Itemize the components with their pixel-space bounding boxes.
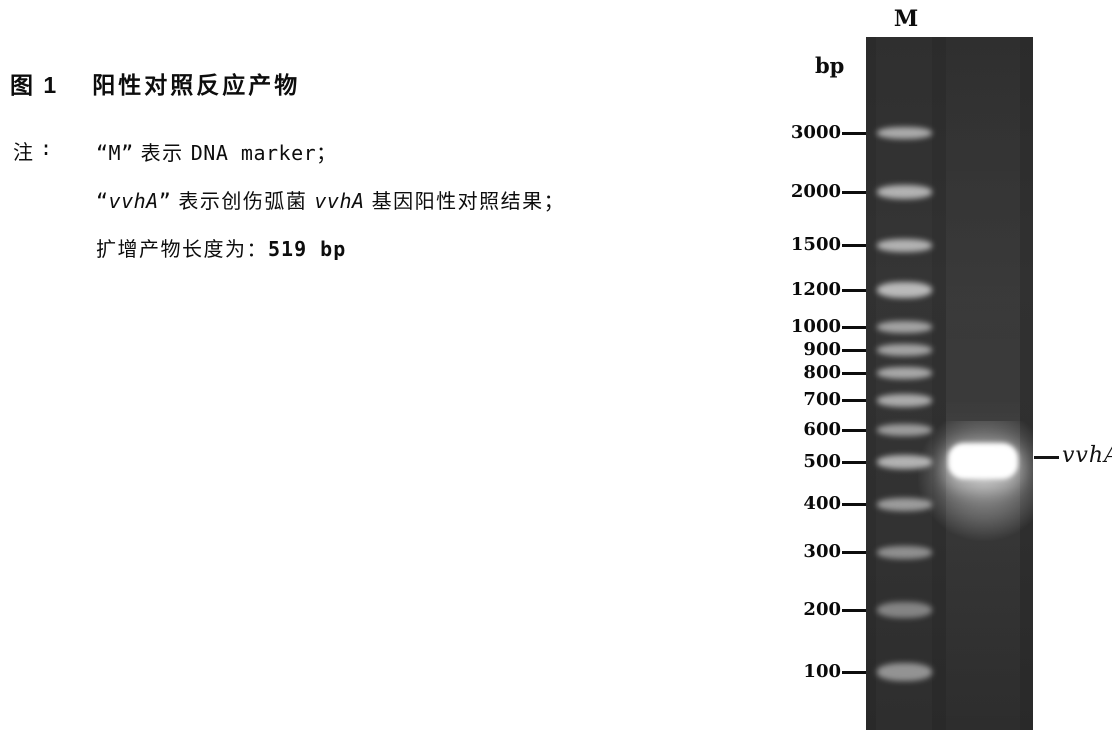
note-text-segment: “M” (96, 141, 134, 165)
ladder-tick-line (842, 288, 866, 292)
bp-unit-label: bp (815, 53, 845, 78)
note-colon: : (40, 136, 53, 160)
note-line: “M” 表示 DNA marker； (96, 129, 565, 177)
ladder-bp-label: 100 (803, 661, 841, 682)
ladder-label-row: 300 (760, 540, 866, 564)
ladder-label-row: 1000 (760, 315, 866, 339)
figure-title: 阳性对照反应产物 (92, 72, 301, 98)
sample-label: vvhA (1062, 443, 1112, 468)
ladder-label-row: 500 (760, 450, 866, 474)
marker-band (877, 367, 932, 379)
sample-pointer-line (1034, 456, 1059, 459)
ladder-bp-label: 800 (803, 362, 841, 383)
ladder-label-row: 1500 (760, 233, 866, 257)
ladder-bp-label: 700 (803, 389, 841, 410)
note-text-segment: 表示 (133, 143, 191, 165)
ladder-label-row: 200 (760, 598, 866, 622)
ladder-label-row: 900 (760, 338, 866, 362)
note-line: “vvhA” 表示创伤弧菌 vvhA 基因阳性对照结果； (96, 177, 565, 225)
marker-lane-streak (876, 37, 932, 730)
note-label: 注 (13, 142, 34, 164)
ladder-tick-line (842, 131, 866, 135)
ladder-label-row: 400 (760, 492, 866, 516)
ladder-bp-label: 2000 (790, 181, 841, 202)
ladder-bp-label: 200 (803, 599, 841, 620)
ladder-bp-label: 900 (803, 339, 841, 360)
marker-band (877, 663, 932, 681)
ladder-tick-line (842, 325, 866, 329)
note-text-segment: 表示创伤弧菌 (171, 191, 315, 213)
ladder-tick-line (842, 428, 866, 432)
ladder-bp-label: 1500 (790, 234, 841, 255)
ladder-bp-label: 600 (803, 419, 841, 440)
ladder-bp-label: 3000 (790, 122, 841, 143)
marker-band (877, 238, 932, 252)
ladder-bp-label: 1200 (790, 279, 841, 300)
marker-band (877, 393, 932, 407)
ladder-tick-line (842, 398, 866, 402)
ladder-tick-line (842, 460, 866, 464)
note-text-segment: vvhA (314, 189, 365, 213)
marker-band (877, 321, 932, 333)
note-text-segment: DNA marker (190, 141, 317, 165)
ladder-tick-line (842, 550, 866, 554)
figure-caption: 图 1 阳性对照反应产物 (10, 66, 300, 100)
ladder-tick-line (842, 502, 866, 506)
marker-band (877, 602, 932, 618)
marker-band (877, 282, 932, 298)
ladder-tick-line (842, 243, 866, 247)
lane-m-label: M (893, 6, 919, 32)
marker-band (877, 185, 932, 199)
ladder-label-row: 1200 (760, 278, 866, 302)
note-line: 扩增产物长度为：519 bp (96, 225, 565, 273)
note-text-segment: 扩增产物长度为： (96, 239, 268, 261)
note-text-segment: “ (96, 189, 109, 213)
note-text-segment: ； (316, 143, 338, 165)
ladder-bp-label: 300 (803, 541, 841, 562)
gel-image (866, 37, 1033, 730)
ladder-tick-line (842, 608, 866, 612)
ladder-label-row: 800 (760, 361, 866, 385)
ladder-label-row: 600 (760, 418, 866, 442)
sample-band-glow (918, 421, 1033, 541)
ladder-label-row: 100 (760, 660, 866, 684)
note-text-segment: vvhA (108, 189, 159, 213)
ladder-tick-line (842, 371, 866, 375)
note-text-segment: ” (158, 189, 172, 213)
note-text-segment: 基因阳性对照结果； (364, 191, 566, 213)
marker-band (877, 127, 932, 139)
ladder-tick-line (842, 348, 866, 352)
ladder-tick-line (842, 670, 866, 674)
note-lines: “M” 表示 DNA marker； “vvhA” 表示创伤弧菌 vvhA 基因阳… (96, 129, 565, 273)
note-text-segment: 519 bp (268, 237, 347, 261)
ladder-bp-label: 400 (803, 493, 841, 514)
figure-number: 图 1 (10, 72, 59, 98)
sample-lane-streak (946, 37, 1020, 730)
ladder-label-row: 700 (760, 388, 866, 412)
sample-band (948, 443, 1018, 479)
marker-band (877, 344, 932, 356)
marker-band (877, 545, 932, 559)
ladder-label-row: 2000 (760, 180, 866, 204)
ladder-bp-label: 500 (803, 451, 841, 472)
ladder-bp-label: 1000 (790, 316, 841, 337)
ladder-label-row: 3000 (760, 121, 866, 145)
ladder-tick-line (842, 190, 866, 194)
